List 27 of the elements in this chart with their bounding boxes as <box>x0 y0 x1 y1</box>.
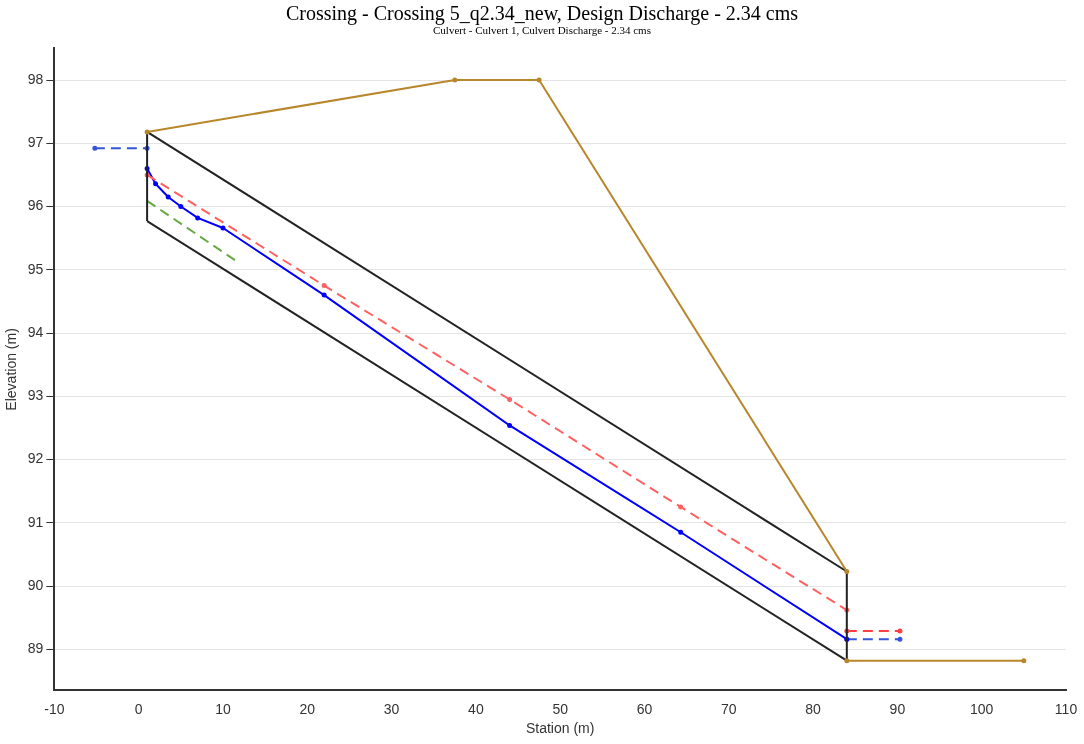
y-tick-label: 93 <box>27 387 44 404</box>
x-tick-label: 100 <box>970 700 994 717</box>
x-tick-label: 80 <box>805 700 822 717</box>
x-tick-label: 20 <box>299 700 316 717</box>
x-tick-label: 60 <box>636 700 653 717</box>
x-tick-label: 70 <box>721 700 737 717</box>
y-tick-label: 96 <box>27 197 44 214</box>
x-tick-label: 40 <box>468 700 484 717</box>
x-tick-label: 50 <box>552 700 569 717</box>
x-tick-label: -10 <box>44 700 65 717</box>
y-tick-label: 91 <box>27 513 44 530</box>
y-tick-label: 92 <box>27 450 44 467</box>
y-tick-label: 98 <box>27 70 44 87</box>
x-tick-label: 30 <box>383 700 400 717</box>
y-tick-label: 97 <box>27 134 44 151</box>
x-tick-label: 90 <box>889 700 906 717</box>
chart-subtitle: Culvert - Culvert 1, Culvert Discharge - 2.34 cms <box>433 24 651 37</box>
x-tick-label: 0 <box>134 700 143 717</box>
y-tick-label: 94 <box>27 323 44 340</box>
chart-title: Crossing - Crossing 5_q2.34_new, Design Discharge - 2.34 cms <box>284 2 800 24</box>
y-tick-label: 95 <box>27 260 44 277</box>
y-tick-label: 89 <box>27 640 44 657</box>
x-tick-label: 10 <box>215 700 231 717</box>
x-tick-label: 110 <box>1054 700 1078 717</box>
y-tick-label: 90 <box>27 576 44 593</box>
y-axis-title: Elevation (m) <box>3 328 20 411</box>
x-axis-title: Station (m) <box>525 720 595 737</box>
